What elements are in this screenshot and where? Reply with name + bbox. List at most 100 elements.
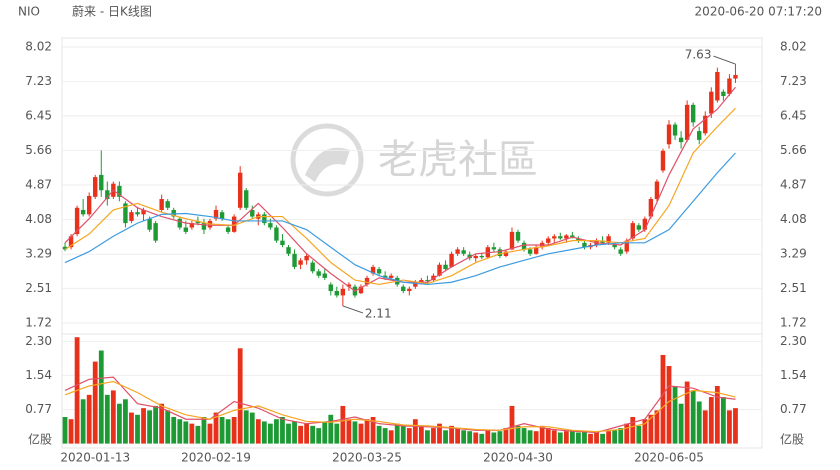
- volume-bar: [594, 432, 599, 444]
- volume-bar: [455, 428, 461, 444]
- candle-body: [697, 131, 702, 140]
- volume-bar: [708, 397, 714, 444]
- y-tick-label-right: 4.87: [780, 178, 807, 192]
- volume-bar: [195, 425, 201, 444]
- volume-bar: [702, 410, 708, 444]
- candle-body: [298, 260, 303, 265]
- candle-body: [189, 223, 195, 228]
- volume-bar: [624, 423, 630, 444]
- candle-body: [328, 284, 333, 292]
- candle-body: [310, 262, 315, 272]
- volume-bar: [539, 425, 545, 444]
- candle-body: [213, 209, 219, 219]
- candle-body: [461, 250, 466, 254]
- volume-bar: [497, 431, 503, 444]
- candle-body: [413, 282, 418, 287]
- volume-bar: [612, 430, 618, 444]
- volume-bar: [431, 428, 436, 444]
- candle-body: [165, 201, 170, 208]
- moving-average: [64, 107, 736, 286]
- volume-bar: [310, 425, 316, 444]
- volume-bar: [201, 417, 207, 444]
- volume-bar: [642, 419, 648, 444]
- candle-body: [183, 227, 189, 232]
- moving-average: [64, 376, 736, 434]
- volume-bar: [98, 350, 104, 444]
- volume-bar: [280, 417, 285, 444]
- y-tick-label: 5.66: [25, 143, 52, 157]
- candle-body: [636, 225, 642, 230]
- volume-bar: [521, 428, 527, 444]
- y-tick-label: 3.29: [25, 247, 52, 261]
- volume-tick-label-right: 1.54: [780, 368, 807, 382]
- volume-bar: [219, 417, 225, 444]
- candle-body: [503, 251, 509, 256]
- candle-body: [376, 269, 382, 274]
- candle-body: [715, 71, 720, 101]
- volume-bar: [104, 394, 110, 444]
- watermark-text: 老虎社區: [378, 137, 538, 183]
- candle-body: [721, 91, 726, 97]
- volume-bar: [159, 403, 165, 444]
- x-tick-label: 2020-06-05: [634, 451, 704, 465]
- candle-body: [660, 150, 666, 171]
- candle-body: [86, 195, 92, 215]
- candle-body: [443, 264, 448, 270]
- volume-bar: [322, 421, 328, 444]
- candle-body: [231, 216, 237, 232]
- candle-body: [703, 115, 708, 134]
- candle-body: [570, 235, 575, 238]
- volume-bar: [92, 361, 98, 444]
- candle-body: [340, 288, 346, 296]
- volume-bar: [340, 405, 346, 444]
- y-tick-label-right: 1.72: [780, 316, 807, 330]
- candle-body: [346, 284, 352, 287]
- volume-bar: [123, 399, 128, 444]
- volume-bar: [189, 423, 195, 444]
- volume-bar: [467, 431, 473, 444]
- candle-body: [612, 245, 617, 248]
- candle-body: [274, 227, 279, 241]
- candle-body: [473, 255, 478, 259]
- volume-bar: [388, 430, 394, 444]
- y-tick-label: 1.72: [25, 316, 52, 330]
- volume-tick-label: 2.30: [25, 334, 52, 348]
- volume-bar: [727, 410, 732, 444]
- watermark-logo: [290, 123, 364, 197]
- candle-body: [648, 199, 654, 217]
- candle-body: [437, 264, 442, 276]
- volume-bar: [141, 408, 146, 444]
- candle-body: [388, 275, 394, 278]
- volume-bar: [400, 425, 406, 444]
- y-tick-label-right: 5.66: [780, 143, 807, 157]
- watermark-logo-mark: [305, 147, 350, 182]
- volume-bar: [370, 417, 376, 444]
- candle-body: [678, 137, 684, 143]
- candle-body: [684, 104, 690, 140]
- volume-bar: [648, 414, 654, 444]
- candle-body: [618, 249, 623, 254]
- candle-body: [552, 236, 557, 239]
- symbol: NIO: [18, 5, 40, 19]
- candle-body: [135, 212, 140, 215]
- y-tick-label: 8.02: [25, 40, 52, 54]
- volume-bar: [636, 425, 642, 444]
- volume-bar: [249, 412, 255, 444]
- volume-bar: [267, 423, 273, 444]
- candle-body: [425, 280, 430, 282]
- moving-average: [64, 152, 736, 286]
- max-leader: [713, 55, 736, 65]
- volume-bar: [588, 433, 593, 444]
- y-tick-label-right: 3.29: [780, 247, 807, 261]
- volume-bar: [213, 412, 219, 444]
- volume-bar: [68, 419, 74, 444]
- candle-body: [455, 249, 460, 254]
- candle-body: [250, 209, 255, 217]
- volume-bar: [690, 390, 696, 444]
- candle-body: [322, 273, 327, 278]
- volume-bar: [509, 405, 515, 444]
- candle-body: [195, 220, 201, 224]
- y-tick-label-right: 2.51: [780, 281, 807, 295]
- y-tick-label: 4.87: [25, 178, 52, 192]
- volume-bar: [80, 399, 86, 444]
